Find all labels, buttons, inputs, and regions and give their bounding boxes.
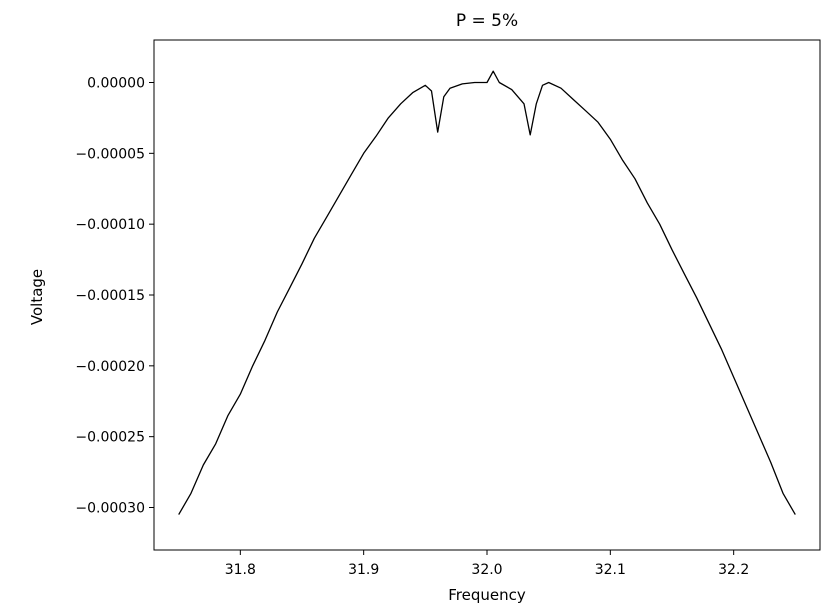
voltage-series-line <box>178 70 796 515</box>
y-axis-ticks: 0.00000 −0.00005 −0.00010 −0.00015 −0.00020 −… <box>75 76 154 517</box>
y-tick-label: −0.00030 <box>75 501 145 517</box>
y-tick-label: −0.00005 <box>75 146 145 162</box>
plot-frame <box>153 39 821 551</box>
x-tick-label: 32.0 <box>471 562 502 578</box>
y-tick-label: −0.00020 <box>75 359 145 375</box>
x-tick-label: 32.2 <box>718 562 749 578</box>
x-tick-label: 32.1 <box>595 562 626 578</box>
x-tick-label: 31.8 <box>225 562 256 578</box>
x-axis-label: Frequency <box>448 586 526 603</box>
chart-title: P = 5% <box>456 11 518 31</box>
x-tick-label: 31.9 <box>348 562 379 578</box>
y-tick-label: −0.00010 <box>75 217 145 233</box>
x-axis-ticks: 31.8 31.9 32.0 32.1 32.2 <box>225 550 749 578</box>
y-tick-label: −0.00015 <box>75 288 145 304</box>
y-tick-label: 0.00000 <box>87 76 145 92</box>
y-axis-label: Voltage <box>28 269 46 325</box>
y-tick-label: −0.00025 <box>75 430 145 446</box>
